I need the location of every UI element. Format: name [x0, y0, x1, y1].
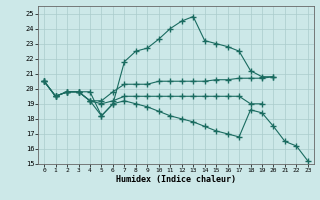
- X-axis label: Humidex (Indice chaleur): Humidex (Indice chaleur): [116, 175, 236, 184]
